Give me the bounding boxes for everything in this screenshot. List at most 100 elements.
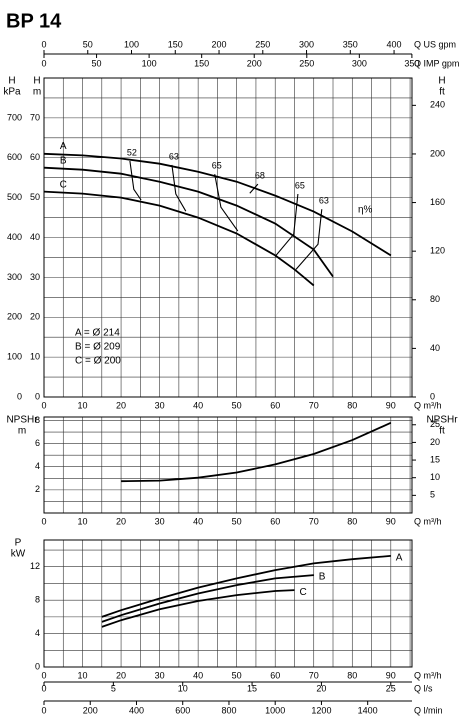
extra-axis-tick-label: 400 [387,39,402,49]
y2-tick-label: 0 [430,391,435,401]
plot-frame [43,77,413,398]
curve [121,421,392,483]
plot-frame [43,416,413,514]
x-tick-label: 10 [78,516,88,526]
efficiency-label: 65 [295,180,305,190]
y2-axis-label: H [438,76,445,87]
y-tick-label: 12 [30,561,40,571]
y-axis-label: m [33,87,41,98]
extra-axis-label: Q l/min [414,705,443,715]
y3-axis-label: kPa [3,87,21,98]
extra-axis-tick-label: 200 [83,705,98,715]
x-tick-label: 80 [347,670,357,680]
efficiency-label: 65 [212,160,222,170]
efficiency-line [129,160,142,201]
extra-axis-label: Q l/s [414,683,433,693]
x-tick-label: 80 [347,516,357,526]
curve-label: B [319,572,326,583]
extra-axis-tick-label: 1200 [311,705,331,715]
x-tick-label: 30 [155,670,165,680]
extra-axis-tick-label: 0 [41,39,46,49]
curve-label: A [396,553,403,564]
y-tick-label: 30 [30,272,40,282]
y-tick-label: 4 [35,628,40,638]
y2-tick-label: 20 [430,437,440,447]
curve [43,166,334,278]
x-tick-label: 90 [386,516,396,526]
efficiency-label: 63 [319,196,329,206]
x-tick-label: 10 [78,400,88,410]
diameter-note: B = Ø 209 [75,342,121,353]
extra-axis-tick-label: 1000 [265,705,285,715]
extra-axis-tick-label: 1400 [358,705,378,715]
efficiency-line [249,183,259,194]
x-tick-label: 90 [386,400,396,410]
extra-axis-label: Q US gpm [414,39,456,49]
chart-title: BP 14 [6,10,62,32]
extra-axis-tick-label: 100 [124,39,139,49]
y2-tick-label: 10 [430,472,440,482]
x-tick-label: 90 [386,670,396,680]
y-tick-label: 60 [30,152,40,162]
extra-axis-label: Q IMP gpm [414,58,459,68]
y2-axis-label: ft [439,426,445,437]
y-tick-label: 2 [35,484,40,494]
y-axis-label: H [33,76,40,87]
y2-tick-label: 160 [430,197,445,207]
extra-axis-tick-label: 0 [41,683,46,693]
y3-tick-label: 100 [7,352,22,362]
extra-axis-tick-label: 800 [221,705,236,715]
efficiency-line [171,164,187,212]
y-tick-label: 4 [35,461,40,471]
y-tick-label: 6 [35,438,40,448]
y-tick-label: 0 [35,661,40,671]
y-axis-label: NPSHr [6,415,38,426]
curve [101,574,314,623]
x-tick-label: 20 [116,670,126,680]
y-tick-label: 20 [30,312,40,322]
x-tick-label: 70 [309,400,319,410]
extra-axis-tick-label: 15 [247,683,257,693]
curve-label: C [299,587,306,598]
extra-axis-tick-label: 400 [129,705,144,715]
y-tick-label: 50 [30,192,40,202]
y2-axis-label: ft [439,87,445,98]
extra-axis-tick-label: 100 [142,58,157,68]
y-tick-label: 40 [30,232,40,242]
annotation: η% [358,205,373,216]
efficiency-line [214,173,239,232]
x-tick-label: 50 [232,516,242,526]
y3-axis-label: H [8,76,15,87]
x-tick-label: 60 [270,516,280,526]
diameter-note: C = Ø 200 [75,356,121,367]
x-tick-label: 30 [155,516,165,526]
y2-axis-label: NPSHr [426,415,458,426]
x-tick-label: 20 [116,400,126,410]
y3-tick-label: 500 [7,192,22,202]
x-axis-label: Q m³/h [414,670,442,680]
efficiency-label: 68 [255,170,265,180]
extra-axis-tick-label: 150 [194,58,209,68]
y2-tick-label: 80 [430,294,440,304]
y3-tick-label: 600 [7,152,22,162]
y2-tick-label: 120 [430,246,445,256]
efficiency-label: 52 [127,147,137,157]
x-tick-label: 50 [232,670,242,680]
efficiency-line [295,209,323,270]
extra-axis-tick-label: 0 [41,58,46,68]
x-tick-label: 0 [41,670,46,680]
x-tick-label: 60 [270,400,280,410]
y3-tick-label: 700 [7,112,22,122]
extra-axis-tick-label: 200 [212,39,227,49]
x-tick-label: 10 [78,670,88,680]
plot-frame [43,539,413,668]
x-tick-label: 70 [309,516,319,526]
y3-tick-label: 0 [17,391,22,401]
y-tick-label: 0 [35,391,40,401]
extra-axis-tick-label: 20 [316,683,326,693]
x-tick-label: 0 [41,400,46,410]
curve-label: C [60,179,67,190]
extra-axis-tick-label: 25 [386,683,396,693]
x-axis-label: Q m³/h [414,516,442,526]
